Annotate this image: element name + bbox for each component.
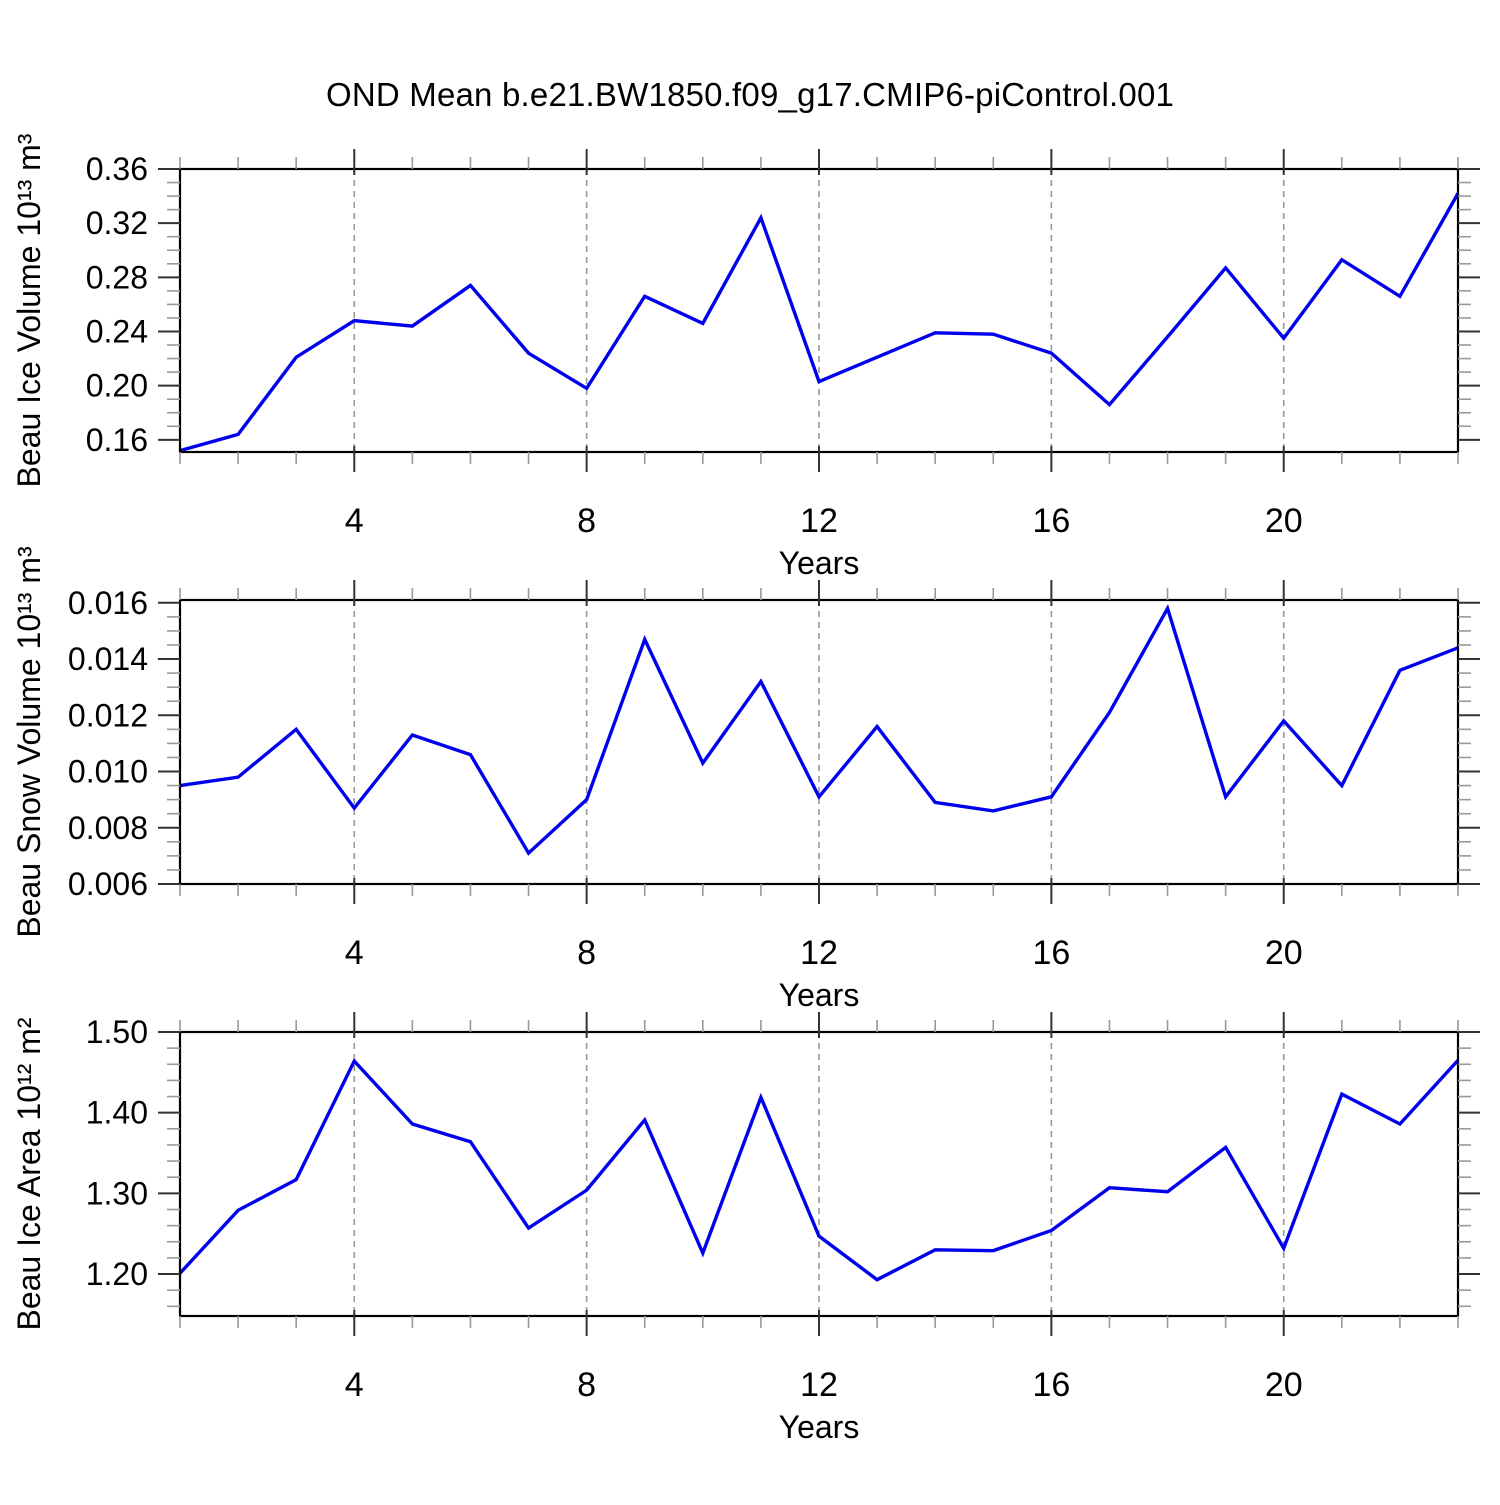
x-tick-label: 20 [1265,1366,1303,1404]
y-tick-label: 0.016 [68,585,148,621]
x-tick-label: 8 [577,502,596,540]
y-tick-label: 0.20 [86,368,148,404]
y-tick-label: 1.50 [86,1014,148,1050]
x-tick-label: 20 [1265,934,1303,972]
y-tick-label: 0.16 [86,422,148,458]
y-tick-label: 1.40 [86,1095,148,1131]
y-tick-label: 0.012 [68,697,148,733]
x-tick-label: 8 [577,1366,596,1404]
y-tick-label: 0.014 [68,641,148,677]
y-tick-label: 0.008 [68,810,148,846]
series-line-beau-ice-area [178,1058,1460,1282]
y-axis-label: Beau Ice Area 10¹² m² [11,1017,47,1330]
panel-beau-ice-area: 1.20 1.30 1.40 1.50 4 8 12 16 20 Years Beau Ice Ar… [11,1012,1480,1445]
x-tick-label: 4 [345,502,364,540]
series-line-beau-ice-volume [179,192,1460,453]
y-axis-label: Beau Ice Volume 10¹³ m³ [11,133,47,487]
x-axis-label: Years [779,545,860,581]
panel-border [178,1030,1460,1318]
x-tick-label: 20 [1265,502,1303,540]
series-line-beau-snow-volume [179,604,1459,856]
chart-title: OND Mean b.e21.BW1850.f09_g17.CMIP6-piCo… [325,76,1175,113]
x-tick-label: 16 [1032,502,1070,540]
x-tick-label: 8 [577,934,596,972]
y-tick-label: 0.36 [86,151,148,187]
panel-beau-ice-volume: 0.16 0.20 0.24 0.28 0.32 0.36 4 8 12 16 20 Years Bea… [11,133,1480,581]
y-tick-label: 0.006 [68,866,148,902]
panel-border [178,167,1460,454]
x-tick-label: 12 [800,934,838,972]
x-tick-label: 12 [800,502,838,540]
x-axis-label: Years [779,977,860,1013]
x-tick-label: 12 [800,1366,838,1404]
y-tick-label: 0.010 [68,754,148,790]
y-axis-label: Beau Snow Volume 10¹³ m³ [11,546,47,938]
x-tick-label: 16 [1032,1366,1070,1404]
y-tick-label: 1.30 [86,1175,148,1211]
x-tick-label: 4 [345,1366,364,1404]
x-tick-label: 4 [345,934,364,972]
y-tick-label: 1.20 [86,1256,148,1292]
x-axis-label: Years [779,1409,860,1445]
y-tick-label: 0.24 [86,313,148,349]
y-tick-label: 0.32 [86,205,148,241]
panel-beau-snow-volume: 0.006 0.008 0.010 0.012 0.014 0.016 4 8 12 16 20 Ye… [11,546,1480,1013]
x-tick-label: 16 [1032,934,1070,972]
y-tick-label: 0.28 [86,259,148,295]
